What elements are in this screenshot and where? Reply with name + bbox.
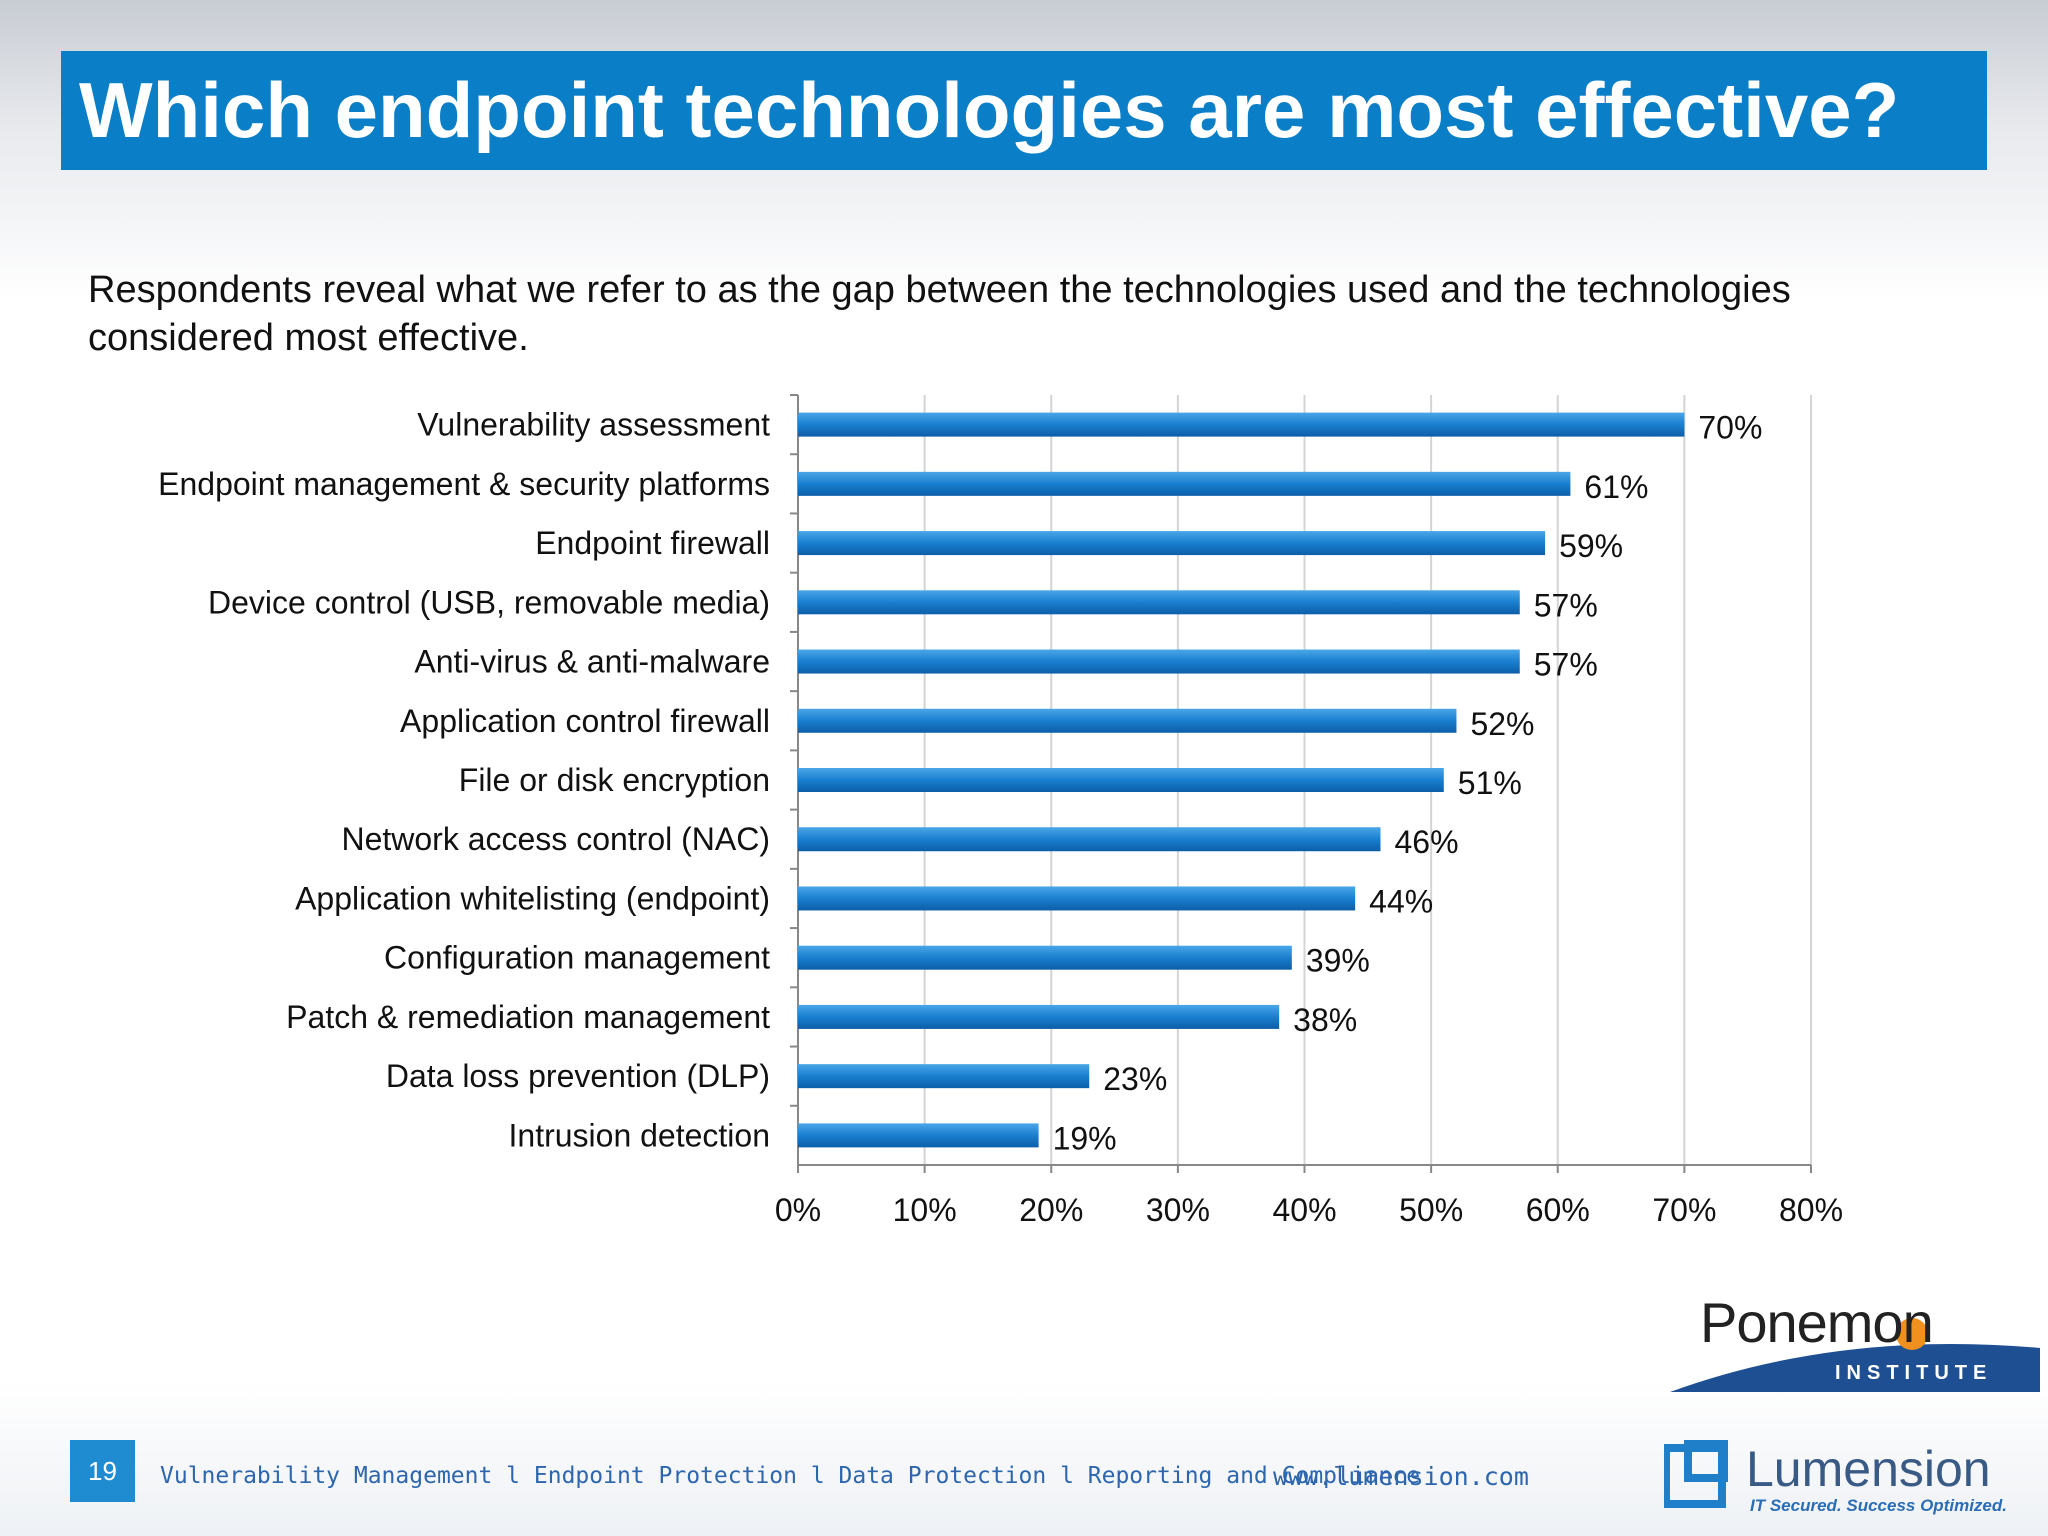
category-label: Vulnerability assessment <box>417 407 770 443</box>
category-label: Patch & remediation management <box>286 999 770 1035</box>
x-tick-label: 80% <box>1779 1192 1843 1228</box>
value-label: 23% <box>1103 1061 1167 1097</box>
value-label: 52% <box>1470 706 1534 742</box>
value-label: 59% <box>1559 528 1623 564</box>
x-tick-label: 50% <box>1399 1192 1463 1228</box>
bar <box>798 1064 1090 1089</box>
value-label: 57% <box>1534 587 1598 623</box>
slide-title: Which endpoint technologies are most eff… <box>79 66 1900 154</box>
footer-url[interactable]: www.lumension.com <box>1273 1462 1529 1491</box>
bar <box>798 531 1546 556</box>
value-label: 38% <box>1293 1002 1357 1038</box>
x-tick-label: 70% <box>1652 1192 1716 1228</box>
value-label: 70% <box>1698 410 1762 446</box>
bar <box>798 412 1685 437</box>
value-label: 51% <box>1458 765 1522 801</box>
bar <box>798 1004 1280 1029</box>
x-tick-label: 40% <box>1272 1192 1336 1228</box>
footer-nav-text: Vulnerability Management l Endpoint Prot… <box>160 1463 1421 1489</box>
x-tick-label: 60% <box>1526 1192 1590 1228</box>
x-tick-label: 30% <box>1146 1192 1210 1228</box>
bar <box>798 708 1457 733</box>
lumension-tagline: IT Secured. Success Optimized. <box>1750 1496 2007 1515</box>
bar <box>798 471 1571 496</box>
category-label: Anti-virus & anti-malware <box>414 644 770 680</box>
page-number: 19 <box>70 1440 135 1502</box>
category-label: File or disk encryption <box>459 762 770 798</box>
bar <box>798 649 1520 674</box>
x-tick-label: 20% <box>1019 1192 1083 1228</box>
bar <box>798 1123 1039 1148</box>
ponemon-name: Ponemon <box>1700 1291 1934 1354</box>
value-label: 44% <box>1369 883 1433 919</box>
x-tick-label: 0% <box>775 1192 821 1228</box>
category-label: Data loss prevention (DLP) <box>386 1058 770 1094</box>
value-label: 46% <box>1394 824 1458 860</box>
category-label: Application control firewall <box>400 703 770 739</box>
bar <box>798 886 1356 911</box>
category-label: Application whitelisting (endpoint) <box>295 880 770 916</box>
lumension-name: Lumension <box>1746 1441 1991 1497</box>
ponemon-sub: INSTITUTE <box>1835 1362 1993 1384</box>
category-label: Endpoint management & security platforms <box>158 466 770 502</box>
bar <box>798 768 1444 792</box>
category-label: Device control (USB, removable media) <box>208 584 770 620</box>
slide-subtitle: Respondents reveal what we refer to as t… <box>88 269 1791 359</box>
ponemon-logo: Ponemon INSTITUTE <box>1670 1290 2040 1396</box>
category-label: Intrusion detection <box>509 1117 771 1153</box>
title-bar: Which endpoint technologies are most eff… <box>61 51 1987 170</box>
category-label: Network access control (NAC) <box>341 821 770 857</box>
value-label: 39% <box>1306 943 1370 979</box>
value-label: 57% <box>1534 647 1598 683</box>
x-tick-label: 10% <box>893 1192 957 1228</box>
bar <box>798 590 1520 615</box>
value-label: 61% <box>1584 469 1648 505</box>
bar <box>798 827 1381 852</box>
category-label: Configuration management <box>384 940 770 976</box>
value-label: 19% <box>1053 1120 1117 1156</box>
category-label: Endpoint firewall <box>535 525 770 561</box>
lumension-logo: Lumension IT Secured. Success Optimized. <box>1664 1440 2024 1520</box>
bar <box>798 945 1292 970</box>
bar-chart: 0% 10% 20% 30% 40% 50% 60% 70% 80% Vulnerability … <box>158 394 1843 1228</box>
